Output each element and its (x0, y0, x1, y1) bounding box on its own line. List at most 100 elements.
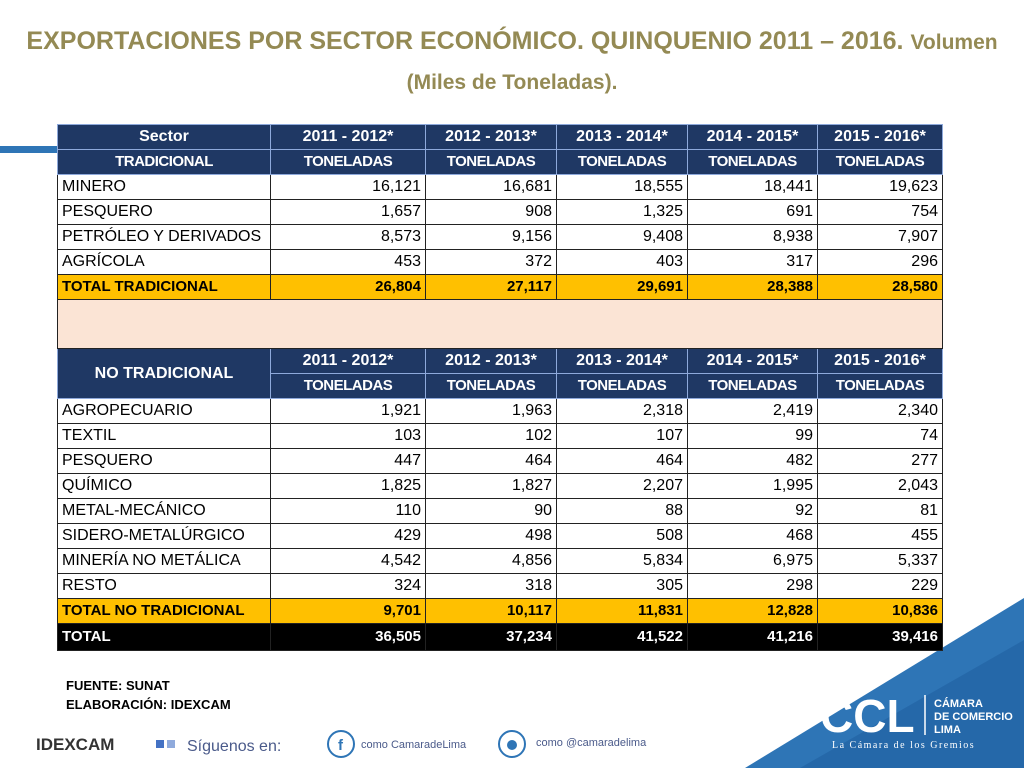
cell: 324 (270, 573, 426, 599)
cell: 41,522 (556, 623, 688, 651)
cell: 6,975 (687, 548, 818, 574)
ccl-tagline: La Cámara de los Gremios (832, 740, 975, 751)
cell: TEXTIL (57, 423, 271, 449)
follow-label: Síguenos en: (187, 738, 281, 755)
header-row: Sector 2011 - 2012* 2012 - 2013* 2013 - 201… (57, 124, 943, 150)
cell: 103 (270, 423, 426, 449)
cell: TONELADAS (817, 149, 943, 175)
cell: 36,505 (270, 623, 426, 651)
cell: 296 (817, 249, 943, 275)
cell: 26,804 (270, 274, 426, 300)
cell: 403 (556, 249, 688, 275)
spacer-row (57, 299, 943, 349)
title: EXPORTACIONES POR SECTOR ECONÓMICO. QUIN… (20, 22, 1004, 102)
cell: 110 (270, 498, 426, 524)
cell: 2,207 (556, 473, 688, 499)
cell: 8,573 (270, 224, 426, 250)
cell: RESTO (57, 573, 271, 599)
cell: 28,388 (687, 274, 818, 300)
exports-table: Sector 2011 - 2012* 2012 - 2013* 2013 - 201… (57, 124, 943, 651)
cell: 1,825 (270, 473, 426, 499)
cell: 7,907 (817, 224, 943, 250)
cell: 455 (817, 523, 943, 549)
cell (57, 299, 943, 349)
idexcam-logo: IDEXCAM (36, 735, 114, 754)
cell: TRADICIONAL (57, 149, 271, 175)
cell: 2015 - 2016* (817, 348, 943, 374)
cell: 28,580 (817, 274, 943, 300)
cell: 298 (687, 573, 818, 599)
cell: MINERÍA NO METÁLICA (57, 548, 271, 574)
cell: 2014 - 2015* (687, 124, 818, 150)
cell: 1,657 (270, 199, 426, 225)
cell: AGROPECUARIO (57, 398, 271, 424)
cell: TOTAL TRADICIONAL (57, 274, 271, 300)
cell: 2012 - 2013* (425, 348, 557, 374)
cell: 372 (425, 249, 557, 275)
cell: 318 (425, 573, 557, 599)
cell: PESQUERO (57, 448, 271, 474)
data-row: AGROPECUARIO 1,921 1,963 2,318 2,419 2,340 (57, 398, 943, 424)
cell: AGRÍCOLA (57, 249, 271, 275)
cell: 508 (556, 523, 688, 549)
cell: 27,117 (425, 274, 557, 300)
total-row: TOTAL TRADICIONAL 26,804 27,117 29,691 28,38… (57, 274, 943, 300)
header-row: NO TRADICIONAL 2011 - 2012* 2012 - 2013* 20… (57, 348, 943, 399)
cell: PETRÓLEO Y DERIVADOS (57, 224, 271, 250)
title-sub: Volumen (Miles de Toneladas). (406, 31, 998, 94)
icon (156, 740, 164, 748)
source: FUENTE: SUNAT (66, 678, 170, 693)
data-row: QUÍMICO 1,825 1,827 2,207 1,995 2,043 (57, 473, 943, 499)
ccl-name: LIMA (934, 724, 961, 736)
cell: 74 (817, 423, 943, 449)
cell: 2011 - 2012* (270, 348, 426, 374)
cell: TONELADAS (817, 373, 943, 399)
cell: 16,681 (425, 174, 557, 200)
ccl-name: DE COMERCIO (934, 711, 1013, 723)
total-row: TOTAL NO TRADICIONAL 9,701 10,117 11,831 12,… (57, 598, 943, 624)
data-row: AGRÍCOLA 453 372 403 317 296 (57, 249, 943, 275)
cell: QUÍMICO (57, 473, 271, 499)
cell: TONELADAS (425, 373, 557, 399)
cell: 2,340 (817, 398, 943, 424)
facebook-icon (327, 730, 355, 758)
cell: 447 (270, 448, 426, 474)
cell: 908 (425, 199, 557, 225)
cell: 29,691 (556, 274, 688, 300)
cell: 2011 - 2012* (270, 124, 426, 150)
cell: TONELADAS (687, 149, 818, 175)
title-main: EXPORTACIONES POR SECTOR ECONÓMICO. QUIN… (26, 27, 904, 55)
cell: 90 (425, 498, 557, 524)
cell: TOTAL (57, 623, 271, 651)
cell: 16,121 (270, 174, 426, 200)
data-row: PETRÓLEO Y DERIVADOS 8,573 9,156 9,408 8,938… (57, 224, 943, 250)
units-row: TONELADAS TONELADAS TONELADAS TONELADAS TONE… (58, 373, 943, 399)
cell: 81 (817, 498, 943, 524)
cell: 2,419 (687, 398, 818, 424)
cell: 10,117 (425, 598, 557, 624)
twitter-glyph (507, 740, 517, 750)
data-row: MINERO 16,121 16,681 18,555 18,441 19,623 (57, 174, 943, 200)
data-row: RESTO 324 318 305 298 229 (57, 573, 943, 599)
cell: 9,701 (270, 598, 426, 624)
ccl-name: CÁMARA (934, 697, 983, 710)
cell: 8,938 (687, 224, 818, 250)
data-row: TEXTIL 103 102 107 99 74 (57, 423, 943, 449)
cell: 88 (556, 498, 688, 524)
facebook-handle: como CamaradeLima (361, 739, 467, 751)
data-row: MINERÍA NO METÁLICA 4,542 4,856 5,834 6,975 5… (57, 548, 943, 574)
twitter-icon (498, 730, 526, 758)
cell: 92 (687, 498, 818, 524)
cell: NO TRADICIONAL (57, 348, 271, 399)
cell: 2013 - 2014* (556, 348, 688, 374)
cell: 37,234 (425, 623, 557, 651)
data-row: PESQUERO 447 464 464 482 277 (57, 448, 943, 474)
icon (167, 740, 175, 748)
data-row: PESQUERO 1,657 908 1,325 691 754 (57, 199, 943, 225)
cell: 18,555 (556, 174, 688, 200)
ccl-logo: CCL (820, 690, 915, 742)
cell: 464 (425, 448, 557, 474)
cell: 2015 - 2016* (817, 124, 943, 150)
